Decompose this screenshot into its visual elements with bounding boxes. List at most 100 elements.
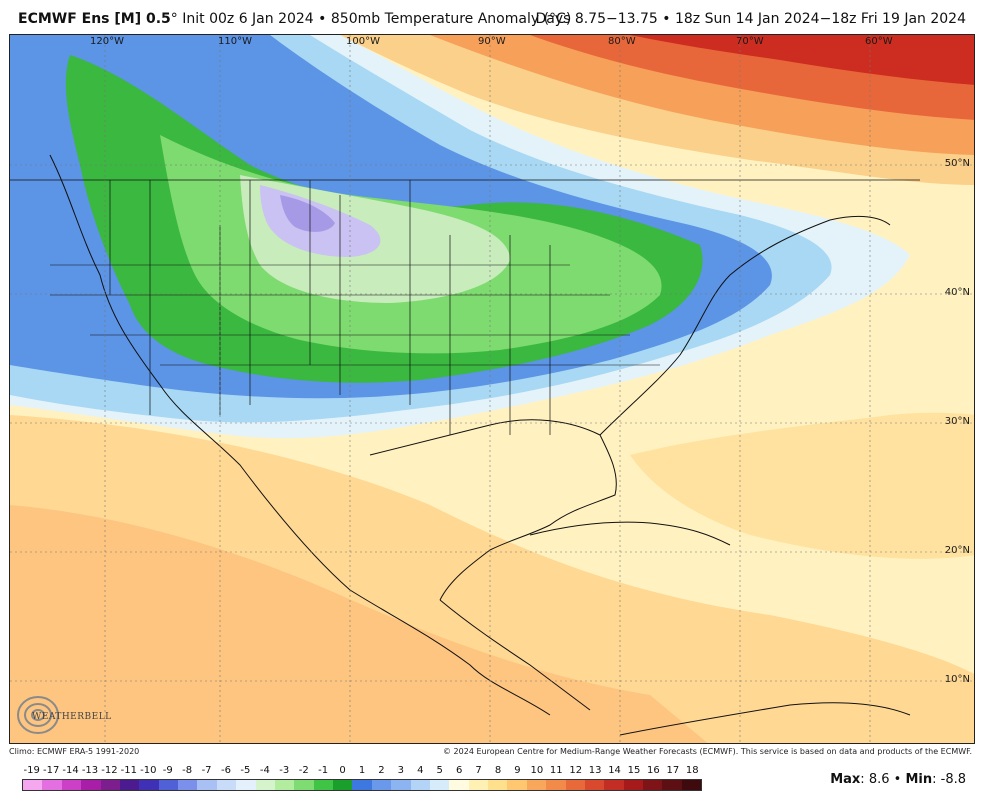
init-time: Init 00z 6 Jan 2024 (182, 11, 314, 27)
colorbar-tick-label: -13 (81, 765, 99, 776)
max-min-stats: Max: 8.6 • Min: -8.8 (830, 772, 966, 787)
copyright-note: © 2024 European Centre for Medium-Range … (443, 747, 972, 756)
model-name: ECMWF Ens [M] 0.5 (18, 11, 171, 27)
colorbar-swatch (158, 780, 178, 790)
colorbar-tick-label: 17 (666, 765, 680, 776)
colorbar-tick-label: 14 (608, 765, 621, 776)
colorbar-swatch (488, 780, 508, 790)
lon-label-120w: 120°W (90, 36, 124, 47)
colorbar-tick-label: 1 (358, 765, 366, 776)
colorbar-swatch (584, 780, 605, 790)
colorbar-swatch (119, 780, 140, 790)
warm-anomaly-atlantic (630, 412, 974, 559)
colorbar-swatch (429, 780, 450, 790)
colorbar-tick-label: 3 (397, 765, 405, 776)
lat-label-50n: 50°N (944, 158, 970, 169)
central-america-coast (439, 599, 591, 711)
colorbar-tick-label: 2 (378, 765, 385, 776)
colorbar-tick-label: -8 (182, 765, 193, 776)
colorbar-swatch (216, 780, 237, 790)
colorbar-tick-label: 16 (647, 765, 660, 776)
weatherbell-logo: WEATHERBELL (14, 691, 111, 741)
warm-anomaly-pacific (10, 505, 708, 743)
colorbar-tick-label: 6 (455, 765, 463, 776)
colorbar-swatch (197, 780, 217, 790)
colorbar-swatch (100, 780, 120, 790)
colorbar-swatch (352, 780, 372, 790)
lon-label-100w: 100°W (346, 36, 380, 47)
bullet: • (318, 11, 327, 27)
colorbar-swatch (139, 780, 159, 790)
south-america-coast (619, 702, 911, 736)
colorbar-tick-label: -1 (318, 765, 329, 776)
colorbar-tick-label: -2 (298, 765, 309, 776)
colorbar-tick-label: -5 (240, 765, 251, 776)
colorbar-tick-label: 8 (494, 765, 502, 776)
colorbar-tick-label: 0 (339, 765, 346, 776)
gulf-coastline (369, 419, 617, 601)
colorbar-tick-label: 5 (436, 765, 443, 776)
valid-range: Days 8.75−13.75 • 18z Sun 14 Jan 2024−18… (535, 11, 966, 27)
lon-label-60w: 60°W (865, 36, 893, 47)
lon-label-90w: 90°W (478, 36, 506, 47)
atlantic-coastline (599, 215, 891, 436)
colorbar-tick-label: -3 (279, 765, 290, 776)
colorbar-swatch (449, 780, 469, 790)
colorbar-swatch (507, 780, 527, 790)
map-title: ECMWF Ens [M] 0.5° Init 00z 6 Jan 2024 •… (18, 11, 571, 27)
colorbar-swatch (81, 780, 101, 790)
colorbar-tick-label: -12 (101, 765, 118, 776)
colorbar-swatch (178, 780, 198, 790)
colorbar-swatch (410, 780, 430, 790)
colorbar-tick-label: -4 (259, 765, 270, 776)
min-label: Min (905, 772, 933, 787)
colorbar-swatch (23, 780, 43, 790)
degree-symbol: ° (170, 11, 178, 27)
field-name: 850mb Temperature Anomaly (°C) (330, 11, 572, 27)
colorbar-swatch (313, 780, 333, 790)
colorbar-swatch (681, 780, 702, 790)
lon-label-110w: 110°W (218, 36, 252, 47)
colorbar-tick-label: 9 (514, 765, 521, 776)
colorbar-swatch (468, 780, 488, 790)
colorbar-tick-label: -11 (120, 765, 138, 776)
colorbar-tick-label: 11 (549, 765, 563, 776)
colorbar-tick-label: 4 (417, 765, 424, 776)
colorbar-tick-label: 13 (588, 765, 602, 776)
stats-separator: • (893, 772, 902, 787)
min-value: -8.8 (940, 772, 966, 787)
colorbar-swatch (391, 780, 411, 790)
colorbar-tick-labels: -19 -17 -14 -13 -12 -11 -10 -9 -8 -7 -6 -5 -4 -3 -2 -1 0… (22, 765, 702, 779)
colorbar-swatch (546, 780, 566, 790)
header: ECMWF Ens [M] 0.5° Init 00z 6 Jan 2024 •… (0, 0, 984, 34)
colorbar-swatch (371, 780, 392, 790)
colorbar-swatch (42, 780, 62, 790)
lat-label-30n: 30°N (944, 416, 970, 427)
map-canvas (10, 35, 974, 743)
colorbar-swatch (255, 780, 275, 790)
state-borders-horizontal (50, 264, 660, 366)
colorbar-tick-label: -19 (23, 765, 40, 776)
lon-label-70w: 70°W (736, 36, 764, 47)
colorbar-tick-label: -14 (62, 765, 79, 776)
cuba-outline (529, 521, 731, 546)
warm-anomaly-canada-max (630, 35, 974, 85)
colorbar-tick-label: 12 (569, 765, 583, 776)
longitude-gridlines (104, 35, 871, 743)
logo-swirl-icon (17, 696, 59, 734)
colorbar-tick-label: -6 (221, 765, 231, 776)
climo-note: Climo: ECMWF ERA-5 1991-2020 (9, 747, 140, 756)
lat-label-40n: 40°N (944, 287, 970, 298)
colorbar: -19 -17 -14 -13 -12 -11 -10 -9 -8 -7 -6 -5 -4 -3 -2 -1 0… (22, 765, 702, 795)
colorbar-tick-label: -7 (201, 765, 212, 776)
cold-anomaly-core (280, 195, 335, 232)
colorbar-swatch (236, 780, 256, 790)
colorbar-swatch (333, 780, 353, 790)
colorbar-tick-label: 18 (685, 765, 699, 776)
colorbar-tick-label: -10 (140, 765, 157, 776)
colorbar-swatch (61, 780, 82, 790)
colorbar-tick-label: -9 (162, 765, 173, 776)
max-value: 8.6 (868, 772, 890, 787)
lon-label-80w: 80°W (608, 36, 636, 47)
colorbar-tick-label: 7 (475, 765, 482, 776)
